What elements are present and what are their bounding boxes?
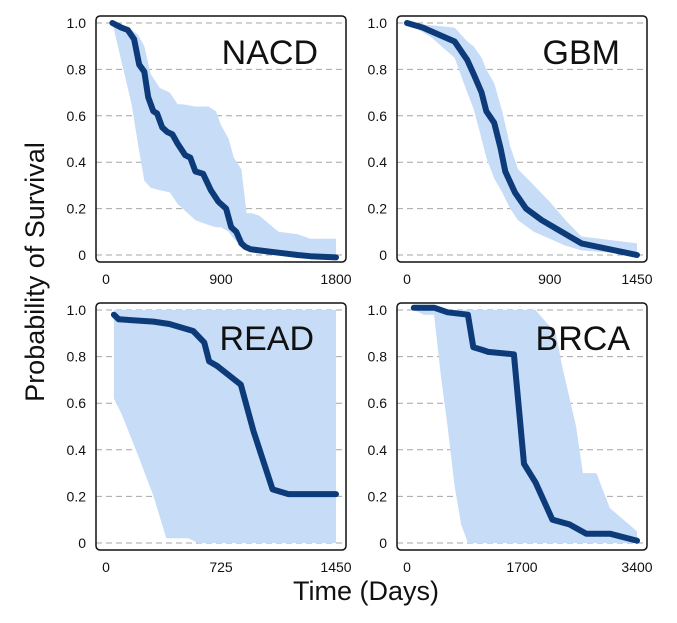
x-tick-label: 1800 xyxy=(320,271,351,287)
panel-read: 0 0.2 0.4 0.6 0.8 1.0 0 725 1450 READ xyxy=(67,302,352,575)
x-tick-label: 1700 xyxy=(506,559,537,575)
plot-area-gbm xyxy=(404,20,640,258)
y-tick-label: 0.4 xyxy=(368,442,388,458)
x-tick-label: 900 xyxy=(538,271,562,287)
panel-frame-nacd xyxy=(95,15,347,263)
x-tick-label: 900 xyxy=(209,271,233,287)
y-tick-label: 0.6 xyxy=(368,108,388,124)
y-tick-label: 0.8 xyxy=(368,349,388,365)
x-axis-label: Time (Days) xyxy=(293,576,439,606)
panel-title: GBM xyxy=(543,34,620,72)
y-tick-label: 0 xyxy=(379,247,387,263)
y-tick-label: 0.8 xyxy=(67,61,87,77)
survival-line-gbm xyxy=(404,20,640,258)
y-tick-label: 0.8 xyxy=(368,61,388,77)
y-tick-label: 0.8 xyxy=(67,349,87,365)
y-tick-label: 0.6 xyxy=(67,108,87,124)
confidence-band-nacd xyxy=(112,23,337,258)
y-tick-label: 1.0 xyxy=(67,302,87,318)
y-axis-label: Probability of Survival xyxy=(20,142,50,402)
panel-frame-read xyxy=(95,302,347,551)
survival-line-read xyxy=(110,311,339,498)
y-tick-label: 0 xyxy=(78,247,86,263)
panel-title: READ xyxy=(220,320,314,358)
y-tick-label: 0.4 xyxy=(67,154,87,170)
y-tick-label: 0.6 xyxy=(67,395,87,411)
x-tick-label: 0 xyxy=(102,559,110,575)
survival-line-nacd xyxy=(109,20,339,261)
panel-gbm: 0 0.2 0.4 0.6 0.8 1.0 0 900 1450 GBM xyxy=(368,15,653,287)
panel-nacd: 0 0.2 0.4 0.6 0.8 1.0 0 900 1800 NACD xyxy=(67,15,352,287)
panel-frame-brca xyxy=(396,302,648,551)
confidence-band-brca xyxy=(413,310,637,543)
y-tick-label: 0.2 xyxy=(368,201,388,217)
plot-area-brca xyxy=(410,304,640,544)
x-tick-label: 3400 xyxy=(621,559,652,575)
panel-frame-gbm xyxy=(396,15,648,263)
plot-area-read xyxy=(110,310,339,543)
y-tick-label: 0.2 xyxy=(67,488,87,504)
x-tick-label: 0 xyxy=(102,271,110,287)
y-tick-label: 0.4 xyxy=(368,154,388,170)
panel-brca: 0 0.2 0.4 0.6 0.8 1.0 0 1700 3400 BRCA xyxy=(368,302,653,575)
panel-title: BRCA xyxy=(536,320,631,358)
confidence-band-gbm xyxy=(407,23,637,255)
x-tick-label: 1450 xyxy=(621,271,652,287)
y-tick-label: 1.0 xyxy=(368,302,388,318)
confidence-band-read xyxy=(113,310,337,543)
y-tick-label: 0 xyxy=(78,535,86,551)
y-tick-label: 0.6 xyxy=(368,395,388,411)
y-tick-label: 0.4 xyxy=(67,442,87,458)
y-tick-label: 0.2 xyxy=(368,488,388,504)
plot-area-nacd xyxy=(109,20,339,261)
y-tick-label: 0 xyxy=(379,535,387,551)
x-tick-label: 725 xyxy=(209,559,233,575)
y-tick-label: 1.0 xyxy=(368,15,388,31)
x-tick-label: 1450 xyxy=(320,559,351,575)
panel-title: NACD xyxy=(222,34,318,72)
x-tick-label: 0 xyxy=(403,559,411,575)
x-tick-label: 0 xyxy=(403,271,411,287)
survival-line-brca xyxy=(410,304,640,544)
y-tick-label: 0.2 xyxy=(67,201,87,217)
y-tick-label: 1.0 xyxy=(67,15,87,31)
